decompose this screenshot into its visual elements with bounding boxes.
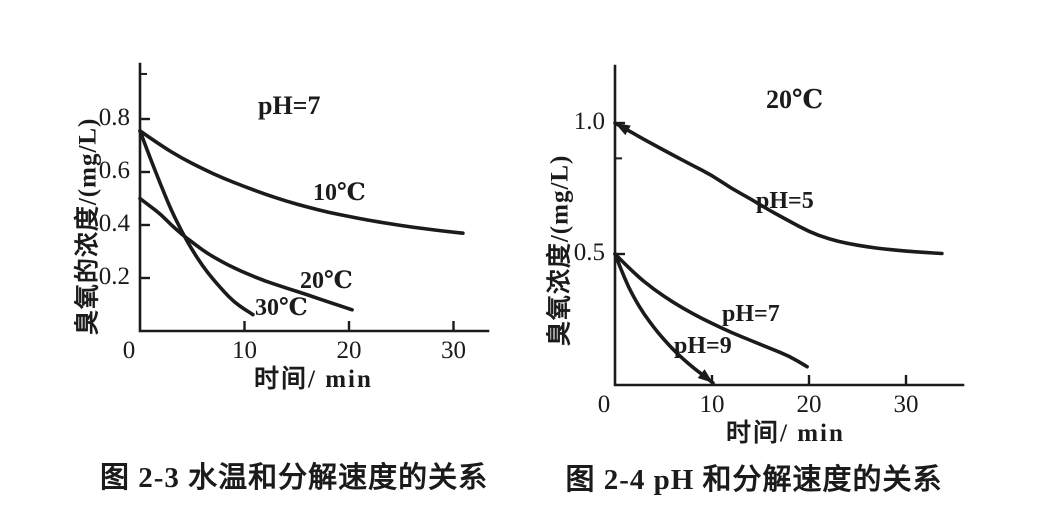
fig23-x-tick-label: 10: [232, 337, 257, 364]
fig23-series-label-20c: 20℃: [300, 268, 353, 294]
fig24-curve-0: [613, 121, 944, 256]
fig23-x-tick-label: 30: [441, 337, 466, 364]
fig24-series-label-ph9: pH=9: [674, 333, 732, 359]
fig24-y-tick-label: 1.0: [573, 108, 605, 135]
fig23-y-tick-label: 0.6: [98, 157, 130, 184]
fig23-curve-2: [138, 129, 255, 317]
fig24-curve-2-end-arrow: [697, 369, 713, 383]
fig23-y-tick-label: 0.8: [98, 104, 130, 131]
fig23-curve-1: [138, 196, 354, 312]
fig24-x-tick-label: 10: [699, 391, 725, 418]
fig24-origin-label: 0: [597, 391, 611, 418]
fig24-caption: 图 2-4 pH 和分解速度的关系: [565, 464, 943, 496]
fig24-axes: [613, 64, 965, 387]
fig23-origin-label: 0: [122, 337, 136, 364]
fig23-curve-0: [138, 129, 465, 235]
fig24-y-tick-label: 0.5: [573, 239, 605, 266]
fig23-caption: 图 2-3 水温和分解速度的关系: [100, 462, 489, 494]
fig24-x-tick-label: 30: [893, 391, 919, 418]
fig23-series-label-10c: 10℃: [313, 180, 366, 206]
fig23-y-tick-label: 0.2: [98, 263, 130, 290]
fig23-axes: [138, 62, 490, 333]
fig24-curve-0-start-arrow: [615, 123, 631, 136]
fig24-condition-annotation: 20℃: [766, 85, 824, 114]
fig24-series-label-ph7: pH=7: [722, 301, 780, 327]
fig23-y-tick-label: 0.4: [98, 210, 130, 237]
fig23-x-tick-label: 20: [336, 337, 362, 364]
fig23-x-axis-title: 时间/ min: [254, 366, 373, 393]
fig24-curve-2: [613, 252, 715, 385]
fig23-series-label-30c: 30℃: [255, 295, 308, 321]
fig23-condition-annotation: pH=7: [258, 91, 321, 120]
fig24-curve-1: [613, 252, 809, 369]
fig24-x-tick-label: 20: [796, 391, 822, 418]
fig24-series-label-ph5: pH=5: [756, 188, 814, 214]
fig24-x-axis-title: 时间/ min: [726, 420, 845, 447]
